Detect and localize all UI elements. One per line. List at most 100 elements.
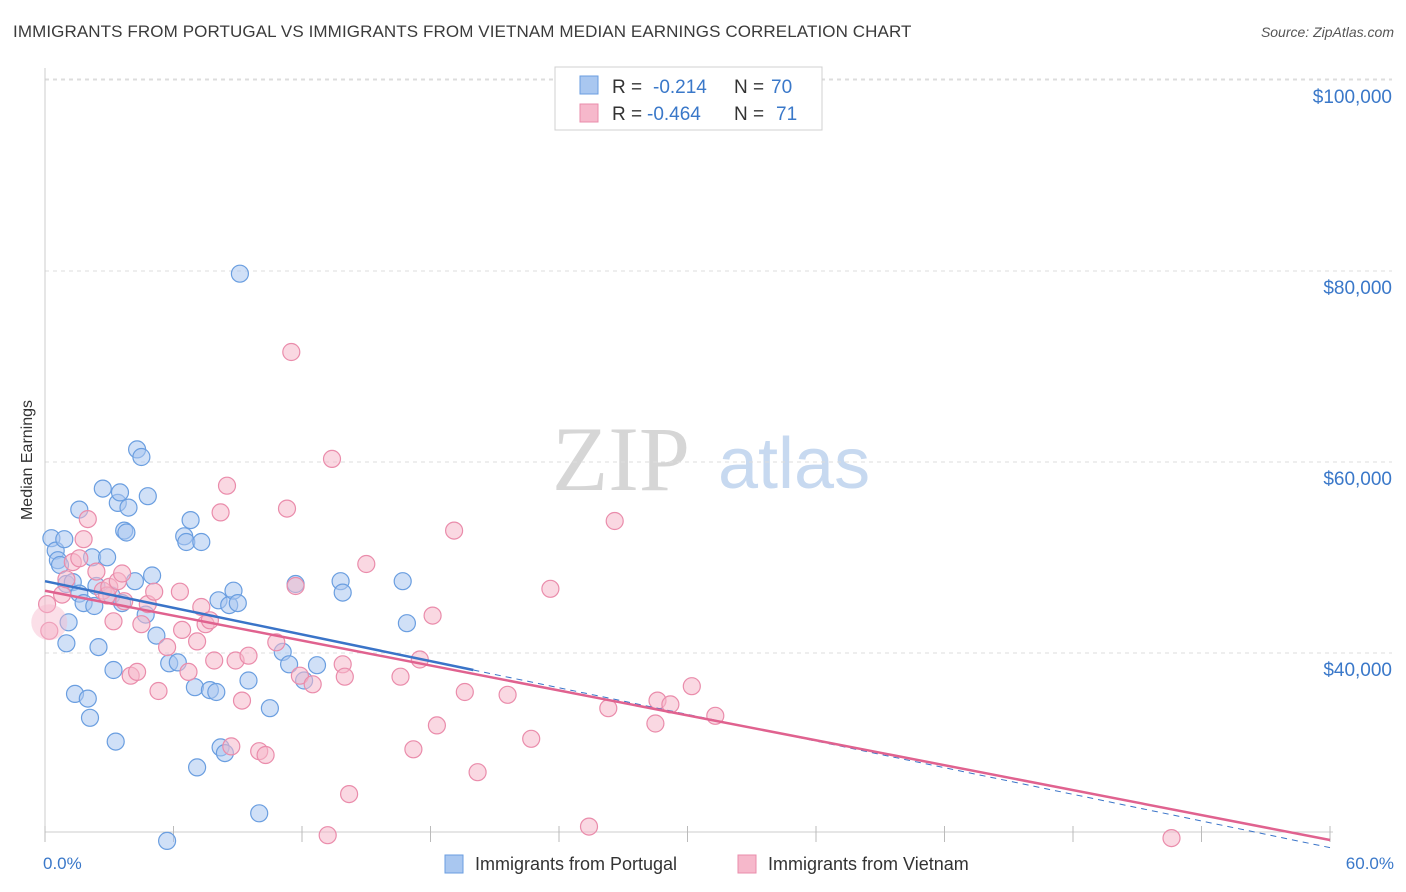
vietnam-point-35 [232, 691, 252, 710]
y-axis-label: Median Earnings [19, 400, 36, 520]
portugal-point-7 [57, 634, 76, 653]
vietnam-point-44 [303, 675, 322, 694]
portugal-point-35 [143, 566, 162, 585]
portugal-point-32 [132, 447, 151, 467]
portugal-point-4 [55, 530, 74, 549]
legend-r-value-vietnam: -0.464 [647, 104, 701, 125]
vietnam-point-57 [455, 682, 474, 702]
vietnam-point-26 [188, 632, 207, 651]
vietnam-point-25 [179, 662, 198, 682]
portugal-point-19 [93, 479, 112, 498]
series-legend-label-portugal: Immigrants from Portugal [475, 854, 677, 874]
portugal-point-62 [307, 656, 327, 675]
portugal-point-28 [117, 523, 136, 542]
vietnam-point-1 [40, 621, 59, 640]
gridlines [45, 78, 1392, 654]
portugal-point-59 [280, 655, 299, 674]
vietnam-point-59 [498, 685, 517, 704]
series-portugal-points [42, 264, 416, 851]
vietnam-point-18 [132, 615, 151, 634]
vietnam-point-8 [87, 562, 106, 581]
vietnam-point-38 [256, 745, 275, 765]
legend-r-label-vietnam: R = [612, 104, 642, 125]
portugal-point-44 [188, 758, 207, 777]
vietnam-point-5 [70, 549, 89, 568]
vietnam-point-27 [192, 597, 211, 617]
vietnam-point-24 [173, 620, 192, 640]
portugal-point-43 [185, 678, 204, 697]
portugal-point-6 [59, 613, 78, 632]
x-axis-ticks [44, 826, 1331, 842]
portugal-point-37 [158, 831, 177, 851]
legend-r-label-portugal: R = [612, 77, 642, 98]
y-tick-label-1: $60,000 [1323, 469, 1392, 490]
vietnam-point-50 [357, 554, 376, 574]
trendlines [44, 579, 1331, 849]
chart-title: IMMIGRANTS FROM PORTUGAL VS IMMIGRANTS F… [13, 22, 912, 41]
series-legend: Immigrants from Portugal Immigrants from… [444, 854, 969, 874]
portugal-point-64 [333, 583, 352, 602]
y-axis-tick-labels: $40,000 $60,000 $80,000 $100,000 [1313, 87, 1392, 681]
portugal-point-18 [89, 637, 108, 657]
vietnam-point-65 [646, 714, 665, 733]
vietnam-point-12 [104, 612, 123, 631]
series-legend-swatch-vietnam [737, 854, 757, 874]
portugal-point-23 [106, 732, 125, 751]
vietnam-point-0 [37, 594, 57, 614]
portugal-point-13 [78, 689, 97, 708]
vietnam-point-6 [74, 530, 93, 549]
vietnam-point-45 [318, 826, 337, 845]
portugal-point-45 [192, 532, 211, 552]
vietnam-point-14 [112, 564, 132, 583]
vietnam-point-58 [468, 763, 487, 782]
y-tick-label-3: $100,000 [1313, 87, 1392, 108]
stats-legend-box [554, 66, 823, 131]
portugal-point-20 [97, 548, 117, 567]
y-tick-label-0: $40,000 [1323, 660, 1392, 681]
legend-n-value-portugal: 70 [771, 77, 792, 98]
watermark-zip: ZIP [552, 408, 690, 510]
legend-n-label-vietnam: N = [734, 104, 764, 125]
vietnam-point-7 [78, 509, 97, 529]
x-tick-label-max: 60.0% [1346, 854, 1394, 873]
series-legend-swatch-portugal [444, 854, 464, 874]
vietnam-point-22 [158, 637, 177, 657]
vietnam-point-30 [205, 651, 224, 670]
vietnam-point-51 [391, 667, 410, 686]
vietnam-point-43 [290, 666, 309, 685]
vietnam-point-39 [267, 633, 286, 652]
vietnam-point-49 [340, 784, 359, 804]
portugal-point-54 [230, 264, 249, 283]
series-legend-label-vietnam: Immigrants from Vietnam [768, 854, 969, 874]
vietnam-point-33 [222, 737, 241, 756]
vietnam-trendline [44, 589, 1331, 842]
vietnam-point-20 [145, 582, 164, 601]
portugal-point-53 [228, 593, 247, 613]
portugal-trendline [44, 579, 474, 672]
vietnam-point-70 [1162, 828, 1181, 848]
vietnam-point-46 [322, 449, 342, 468]
vietnam-point-32 [217, 476, 237, 495]
vietnam-point-54 [423, 606, 442, 625]
legend-n-value-vietnam: 71 [776, 104, 797, 125]
vietnam-point-36 [239, 646, 258, 665]
portugal-point-47 [207, 682, 226, 702]
portugal-point-57 [260, 699, 279, 718]
vietnam-point-60 [522, 729, 541, 748]
portugal-point-14 [80, 708, 100, 727]
source-label: Source: ZipAtlas.com [1260, 24, 1394, 40]
vietnam-point-17 [128, 662, 147, 682]
portugal-point-29 [119, 498, 138, 517]
portugal-point-66 [397, 614, 416, 633]
portugal-point-65 [393, 572, 412, 591]
watermark-atlas: atlas [718, 424, 870, 504]
vietnam-point-23 [170, 582, 189, 601]
portugal-point-42 [181, 510, 200, 530]
vietnam-point-48 [335, 667, 354, 686]
vietnam-point-cluster [31, 604, 68, 641]
portugal-point-22 [104, 660, 123, 680]
vietnam-point-21 [149, 681, 168, 701]
vietnam-point-55 [427, 716, 446, 735]
portugal-point-34 [138, 487, 157, 506]
